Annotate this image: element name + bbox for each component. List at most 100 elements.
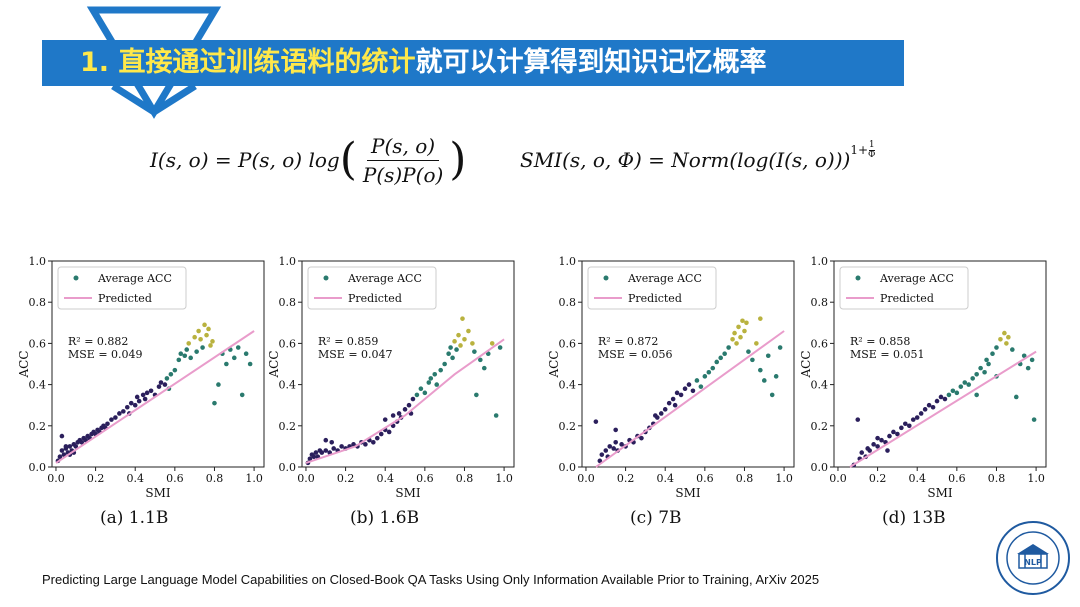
data-point xyxy=(162,382,168,387)
data-point xyxy=(639,435,644,441)
scatter-chart-3: 0.0 0.2 0.4 0.6 0.8 1.0 0.0 0.2 0.4 0.6 0.8 1.0 SMI A… xyxy=(548,255,795,500)
data-point xyxy=(396,411,402,416)
data-point xyxy=(662,407,668,412)
legend: Average ACC Predicted xyxy=(57,266,187,310)
data-point xyxy=(331,446,337,451)
data-point xyxy=(1004,341,1009,346)
data-point xyxy=(658,411,664,416)
x-tick-label: 0.6 xyxy=(166,472,184,485)
data-point xyxy=(148,388,154,394)
data-point xyxy=(212,400,217,406)
data-point xyxy=(378,431,384,437)
data-point xyxy=(489,341,495,346)
legend-label-average-acc: Average ACC xyxy=(627,272,702,285)
data-point xyxy=(1002,330,1007,336)
data-point xyxy=(134,394,140,400)
predicted-line xyxy=(849,350,1037,468)
data-point xyxy=(879,437,884,443)
data-point xyxy=(458,343,463,348)
data-point xyxy=(216,382,221,387)
data-point xyxy=(1021,353,1027,359)
data-point xyxy=(1025,365,1031,371)
data-point xyxy=(414,392,420,398)
data-point xyxy=(472,349,477,354)
data-point xyxy=(485,351,491,356)
legend-marker-scatter xyxy=(73,275,79,281)
data-point xyxy=(319,450,325,455)
x-tick-label: 0.6 xyxy=(696,472,714,485)
data-point xyxy=(984,357,989,363)
stat-annotation: R² = 0.872 xyxy=(598,335,658,348)
smi-lhs: SMI(s, o, Φ) = Norm(log(I(s, o))) xyxy=(520,148,851,172)
data-point xyxy=(210,339,215,344)
predicted-line xyxy=(305,338,505,464)
y-tick-label: 1.0 xyxy=(29,255,47,268)
title-rest: 就可以计算得到知识记忆概率 xyxy=(415,47,767,78)
x-axis-label: SMI xyxy=(675,486,701,500)
title-bar xyxy=(42,40,904,86)
data-point xyxy=(593,419,599,424)
data-point xyxy=(732,330,737,336)
data-point xyxy=(871,442,876,447)
chart-caption: (d) 13B xyxy=(882,508,946,528)
logo-text: NLP xyxy=(1024,558,1042,567)
data-point xyxy=(59,448,65,453)
data-point xyxy=(1013,394,1019,400)
data-point xyxy=(946,392,952,398)
data-point xyxy=(974,372,979,377)
data-point xyxy=(903,421,908,427)
data-point xyxy=(128,400,134,406)
data-point xyxy=(666,400,672,406)
x-tick-label: 0.4 xyxy=(376,472,394,485)
data-point xyxy=(456,332,461,338)
data-point xyxy=(481,365,487,371)
data-point xyxy=(867,448,872,453)
smi-exponent: 1+ 1 Φ xyxy=(850,139,876,160)
data-point xyxy=(124,404,130,410)
data-point xyxy=(714,359,720,365)
data-point xyxy=(428,376,434,381)
data-point xyxy=(59,433,65,439)
data-point xyxy=(966,382,972,387)
data-point xyxy=(607,444,613,449)
data-point xyxy=(164,376,170,381)
data-point xyxy=(974,392,979,398)
y-tick-label: 1.0 xyxy=(279,255,297,268)
data-point xyxy=(113,415,118,420)
data-point xyxy=(978,365,983,371)
legend-label-predicted: Predicted xyxy=(628,292,682,305)
data-point xyxy=(339,444,344,449)
stat-annotation: R² = 0.882 xyxy=(68,335,128,348)
data-point xyxy=(672,402,678,408)
data-point xyxy=(200,345,205,350)
stat-annotation: R² = 0.859 xyxy=(318,335,378,348)
data-point xyxy=(982,369,987,375)
data-point xyxy=(765,353,771,359)
y-axis-label: ACC xyxy=(268,350,281,378)
data-point xyxy=(859,450,865,455)
data-point xyxy=(887,433,892,439)
y-tick-label: 0.6 xyxy=(559,337,577,350)
data-point xyxy=(460,316,465,321)
legend-label-average-acc: Average ACC xyxy=(97,272,172,285)
x-tick-label: 1.0 xyxy=(245,472,262,485)
data-point xyxy=(323,448,329,453)
data-point xyxy=(722,351,727,356)
y-tick-label: 0.0 xyxy=(811,461,829,474)
data-point xyxy=(329,439,335,445)
data-point xyxy=(970,376,975,381)
citation: Predicting Large Language Model Capabili… xyxy=(42,572,820,587)
data-point xyxy=(736,324,741,330)
data-point xyxy=(323,437,329,443)
legend-marker-scatter xyxy=(855,275,861,281)
data-point xyxy=(962,380,968,385)
title-highlight: 1. 直接通过训练语料的统计 xyxy=(80,47,416,78)
data-point xyxy=(926,402,932,408)
data-point xyxy=(452,339,457,344)
y-tick-label: 0.0 xyxy=(559,461,577,474)
x-tick-label: 0.2 xyxy=(617,472,635,485)
y-tick-label: 1.0 xyxy=(559,255,577,268)
y-axis-label: ACC xyxy=(18,350,31,378)
data-point xyxy=(63,444,69,449)
data-point xyxy=(442,361,447,367)
